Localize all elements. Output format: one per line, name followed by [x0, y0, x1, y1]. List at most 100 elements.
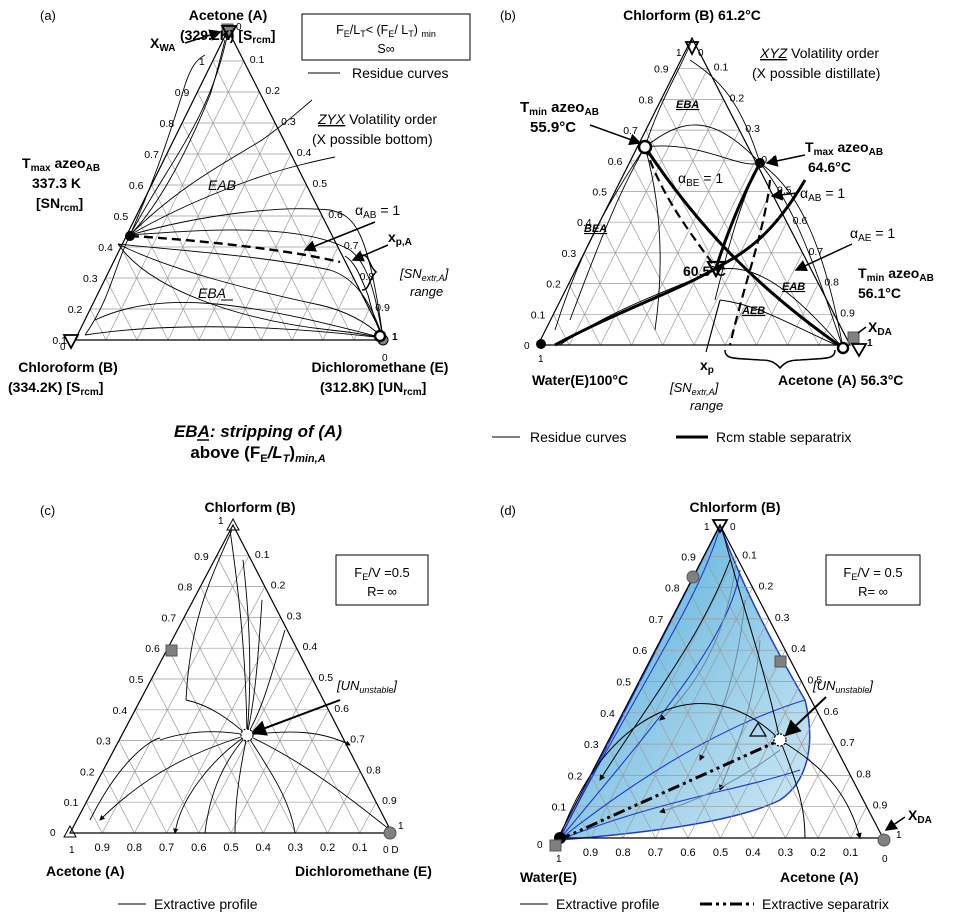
- tick-label: 0.9: [375, 302, 390, 314]
- panel-d-vertex-left-zero: 0: [537, 840, 543, 851]
- panel-a-condition-box: [301, 13, 471, 61]
- tick-label: 0.8: [360, 271, 375, 283]
- tick-label: 0.3: [96, 736, 111, 748]
- panel-a-left-triangle-marker: [62, 334, 80, 350]
- grid-line: [583, 252, 632, 346]
- panel-d-condition-box: [825, 554, 921, 606]
- panel-c-vertex-left-one: 1: [69, 845, 75, 856]
- panel-b-alpha-be-label: αBE = 1: [678, 170, 723, 189]
- tick-label: 0.3: [287, 610, 302, 622]
- tick-label: 0.2: [271, 580, 286, 592]
- tick-label: 0.9: [583, 847, 598, 859]
- panel-b-tmin-point: [637, 139, 653, 155]
- grid-line: [136, 91, 260, 341]
- panel-b-xp-label: xp: [700, 357, 714, 376]
- panel-c-grid: [85, 555, 377, 834]
- panel-b-tmin2-value: 56.1°C: [858, 285, 901, 301]
- tick-label: 0.9: [194, 551, 209, 563]
- tick-label: 0.7: [649, 614, 664, 626]
- tick-label: 0.4: [745, 847, 760, 859]
- panel-c-profiles: [89, 529, 391, 834]
- tick-label: 0.9: [873, 800, 888, 812]
- panel-b-tmax-label: Tmax azeoAB: [805, 139, 883, 158]
- tick-label: 0.4: [256, 842, 271, 854]
- grid-line: [200, 586, 328, 834]
- tick-label: 0.3: [288, 842, 303, 854]
- grid-line: [785, 743, 835, 839]
- tick-label: 0.8: [178, 582, 193, 594]
- panel-a-tmax-point: [125, 231, 135, 241]
- tick-label: 0.1: [64, 797, 79, 809]
- panel-b-tmin2-label: Tmin azeoAB: [858, 265, 934, 284]
- tick-label: 0.5: [319, 672, 334, 684]
- tick-label: 0.2: [759, 581, 774, 593]
- tick-label: 0.8: [639, 94, 654, 106]
- tick-label: 0.8: [127, 842, 142, 854]
- panel-b-tmax-point: [755, 158, 765, 168]
- panel-d-water-square: [549, 839, 562, 852]
- panel-a-range-bracket: [344, 255, 384, 339]
- grid-line: [216, 555, 361, 834]
- panel-b-legend1-label: Residue curves: [530, 429, 627, 445]
- panel-a-vol-order: ZYX Volatility order: [317, 111, 437, 127]
- panel-d-un-arrow: [784, 696, 827, 737]
- panel-a-caption-2: above (FE/LT)min,A: [190, 443, 325, 465]
- panel-b-ternary-triangle: [706, 260, 726, 279]
- tick-label: 0.5: [808, 675, 823, 687]
- panel-d-right-name: Acetone (A): [780, 869, 859, 885]
- tick-label: 0.4: [791, 643, 806, 655]
- tick-label: 0.3: [745, 123, 760, 135]
- panel-a-right-temp: (312.8K) [UNrcm]: [320, 379, 426, 398]
- panel-a-alpha-line: [129, 234, 341, 264]
- panel-a-xwa-arrow: [184, 29, 222, 44]
- panel-d-left-name: Water(E): [520, 869, 577, 885]
- tick-label: 0.9: [681, 551, 696, 563]
- panel-c-top-triangle: [226, 517, 240, 531]
- tick-label: 0.8: [366, 764, 381, 776]
- tick-label: 0.1: [531, 309, 546, 321]
- tick-label: 0.4: [303, 641, 318, 653]
- panel-c-triangle: [69, 523, 393, 834]
- panel-c-box-line1: FE/V =0.5: [354, 565, 410, 582]
- panel-d-triangle-marker: [748, 721, 768, 737]
- panel-c-left-name: Acetone (A): [46, 863, 125, 879]
- tick-label: 0.8: [856, 768, 871, 780]
- panel-b: (b) Chlorform (B) 61.2°C XYZ Volatility …: [492, 7, 934, 445]
- tick-label: 0.1: [255, 549, 270, 561]
- panel-b-xp-arrow: [705, 299, 721, 353]
- panel-a-tick-labels: 1 0.9 0.8 0.7 0.6 0.5 0.4 0.3 0.2 0.1 0.1 0.2 0.3 0.4…: [52, 54, 390, 347]
- grid-line: [614, 191, 695, 346]
- grid-line: [638, 681, 721, 839]
- tick-label: 0.3: [83, 273, 98, 285]
- tick-label: 0.8: [159, 118, 174, 130]
- panel-a-right-ring: [373, 329, 387, 343]
- tick-label: 0.7: [159, 842, 174, 854]
- panel-c-un-arrow: [250, 699, 341, 736]
- grid-line: [622, 587, 753, 839]
- panel-d-box-line1: FE/V = 0.5: [843, 565, 902, 582]
- panel-d-vertex-right-zero: 0: [882, 854, 888, 865]
- panel-c-letter: (c): [40, 503, 55, 518]
- panel-c-vertex-right-one: 1: [398, 821, 404, 832]
- panel-d-gray-curves: [659, 559, 781, 814]
- panel-b-tmax-arrow: [765, 154, 806, 167]
- panel-b-top-triangle: [684, 41, 700, 57]
- panel-b-vertex-top-one: 1: [676, 48, 682, 59]
- panel-a-xwa-label: XWA: [150, 35, 175, 54]
- panel-a-range-brace: [361, 254, 378, 291]
- panel-b-sn-range-2: range: [690, 398, 723, 413]
- panel-d-tick-labels: 0.9 0.8 0.7 0.6 0.5 0.4 0.3 0.2 0.1 0.1 0.2 0.3 0.4 0…: [552, 549, 888, 859]
- grid-line: [291, 246, 339, 341]
- panel-b-acetone-ring: [836, 341, 850, 355]
- panel-b-legend2-label: Rcm stable separatrix: [716, 429, 851, 445]
- grid-line: [151, 184, 231, 341]
- panel-a-region-eba: EBA: [198, 285, 226, 301]
- tick-label: 0.6: [145, 643, 160, 655]
- panel-d-top-triangle: [711, 519, 729, 534]
- tick-label: 0.2: [546, 279, 561, 291]
- panel-a-residue-curves: [84, 31, 384, 339]
- panel-d-un-label: [UNunstable]: [812, 678, 873, 695]
- grid-line: [568, 68, 709, 346]
- panel-c-legend-label: Extractive profile: [154, 896, 258, 912]
- panel-d-triangle: [557, 523, 884, 839]
